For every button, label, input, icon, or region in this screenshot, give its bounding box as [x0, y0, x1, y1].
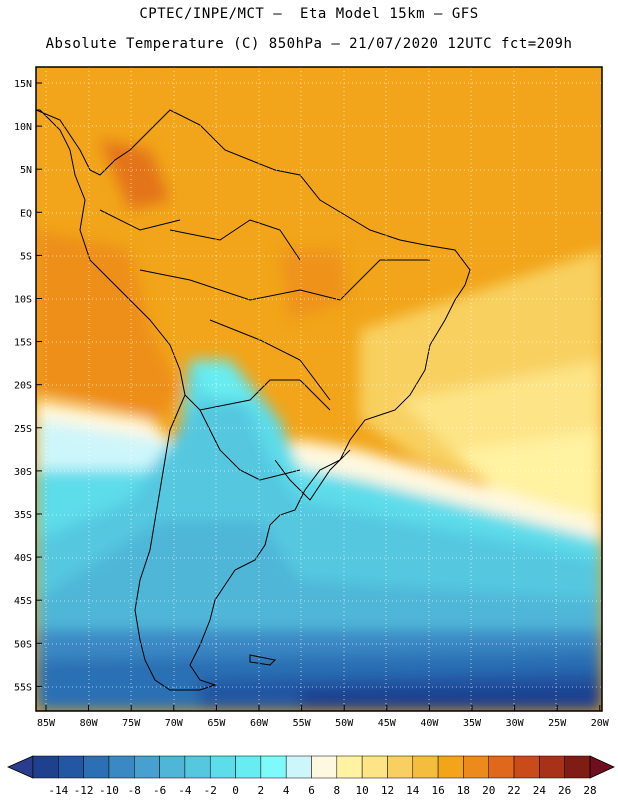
lat-tick-label: EQ — [20, 208, 32, 219]
coastlines — [36, 109, 471, 691]
colorbar-label: 22 — [507, 784, 520, 797]
title-line-1: CPTEC/INPE/MCT – Eta Model 15km – GFS — [139, 6, 479, 22]
colorbar-swatch — [83, 755, 110, 779]
colorbar-label: 18 — [457, 784, 470, 797]
colorbar-swatch — [513, 755, 540, 779]
lon-tick-label: 40W — [420, 718, 439, 729]
colorbar-high-arrow — [589, 755, 615, 779]
lat-tick-label: 15S — [14, 338, 32, 349]
lat-tick-label: 5S — [20, 251, 32, 262]
colorbar-swatch — [336, 755, 363, 779]
lat-tick-label: 25S — [14, 424, 32, 435]
colorbar-swatch — [235, 755, 262, 779]
lat-tick-label: 35S — [14, 510, 32, 521]
lon-tick-label: 70W — [165, 718, 184, 729]
lat-tick-label: 10S — [14, 295, 32, 306]
lon-tick-label: 60W — [250, 718, 269, 729]
lat-tick-label: 40S — [14, 553, 32, 564]
lat-tick-label: 45S — [14, 596, 32, 607]
lat-tick-label: 50S — [14, 639, 32, 650]
colorbar-label: -8 — [128, 784, 141, 797]
colorbar-label: 20 — [482, 784, 495, 797]
colorbar-swatch — [564, 755, 591, 779]
colorbar-label: 0 — [232, 784, 239, 797]
longitude-axis: 85W 80W 75W 70W 65W 60W 55W 50W 45W 40W 35W 30W 25W 2… — [37, 705, 610, 729]
colorbar-label: 28 — [583, 784, 596, 797]
colorbar-swatch — [209, 755, 236, 779]
lon-tick-label: 25W — [548, 718, 567, 729]
colorbar-swatch — [32, 755, 59, 779]
colorbar-swatch — [488, 755, 515, 779]
colorbar-swatch — [184, 755, 211, 779]
graticule — [36, 67, 602, 711]
colorbar-label: 4 — [283, 784, 290, 797]
colorbar-swatch — [108, 755, 135, 779]
colorbar-swatch — [437, 755, 464, 779]
lon-tick-label: 55W — [293, 718, 312, 729]
colorbar-swatch — [361, 755, 388, 779]
colorbar-swatch — [412, 755, 439, 779]
colorbar-label: 8 — [334, 784, 341, 797]
colorbar-label: -6 — [153, 784, 166, 797]
lon-tick-label: 30W — [506, 718, 525, 729]
lon-tick-label: 80W — [80, 718, 99, 729]
title-line-2: Absolute Temperature (C) 850hPa – 21/07/… — [45, 36, 573, 52]
colorbar-swatch — [387, 755, 414, 779]
colorbar-swatch — [260, 755, 287, 779]
lat-tick-label: 15N — [14, 79, 32, 90]
colorbar-swatch — [159, 755, 186, 779]
lat-tick-label: 10N — [14, 122, 32, 133]
lat-tick-label: 5N — [20, 165, 32, 176]
lon-tick-label: 75W — [122, 718, 141, 729]
colorbar-swatch — [285, 755, 312, 779]
colorbar-label: 16 — [431, 784, 444, 797]
temperature-field — [36, 67, 602, 711]
colorbar-swatch — [463, 755, 489, 779]
colorbar-swatch — [58, 755, 84, 779]
colorbar-label: -2 — [204, 784, 217, 797]
colorbar-label: -4 — [178, 784, 192, 797]
map-frame — [35, 66, 603, 712]
colorbar-label: -10 — [99, 784, 119, 797]
colorbar-label: 6 — [308, 784, 315, 797]
colorbar-label: 10 — [356, 784, 369, 797]
colorbar-swatch — [311, 755, 338, 779]
lon-tick-label: 85W — [37, 718, 56, 729]
colorbar-label: 14 — [406, 784, 420, 797]
colorbar-label: 24 — [533, 784, 547, 797]
colorbar-label: 2 — [258, 784, 265, 797]
colorbar-label: -14 — [48, 784, 68, 797]
lat-tick-label: 20S — [14, 381, 32, 392]
latitude-axis: 15N 10N 5N EQ 5S 10S 15S 20S 25S 30S 35S 40S 45S 50S 5… — [14, 79, 42, 693]
colorbar: -14 -12 -10 -8 -6 -4 -2 0 2 4 6 8 10 12 14 16 18 20 22 24 26… — [7, 755, 615, 797]
lon-tick-label: 65W — [207, 718, 226, 729]
lon-tick-label: 35W — [463, 718, 482, 729]
colorbar-label: 12 — [381, 784, 394, 797]
lon-tick-label: 50W — [335, 718, 354, 729]
lat-tick-label: 30S — [14, 467, 32, 478]
colorbar-low-arrow — [7, 755, 34, 779]
colorbar-label: -12 — [74, 784, 94, 797]
lon-tick-label: 45W — [378, 718, 397, 729]
lat-tick-label: 55S — [14, 682, 32, 693]
colorbar-swatch — [539, 755, 565, 779]
lon-tick-label: 20W — [591, 718, 610, 729]
colorbar-label: 26 — [558, 784, 571, 797]
colorbar-swatch — [134, 755, 160, 779]
